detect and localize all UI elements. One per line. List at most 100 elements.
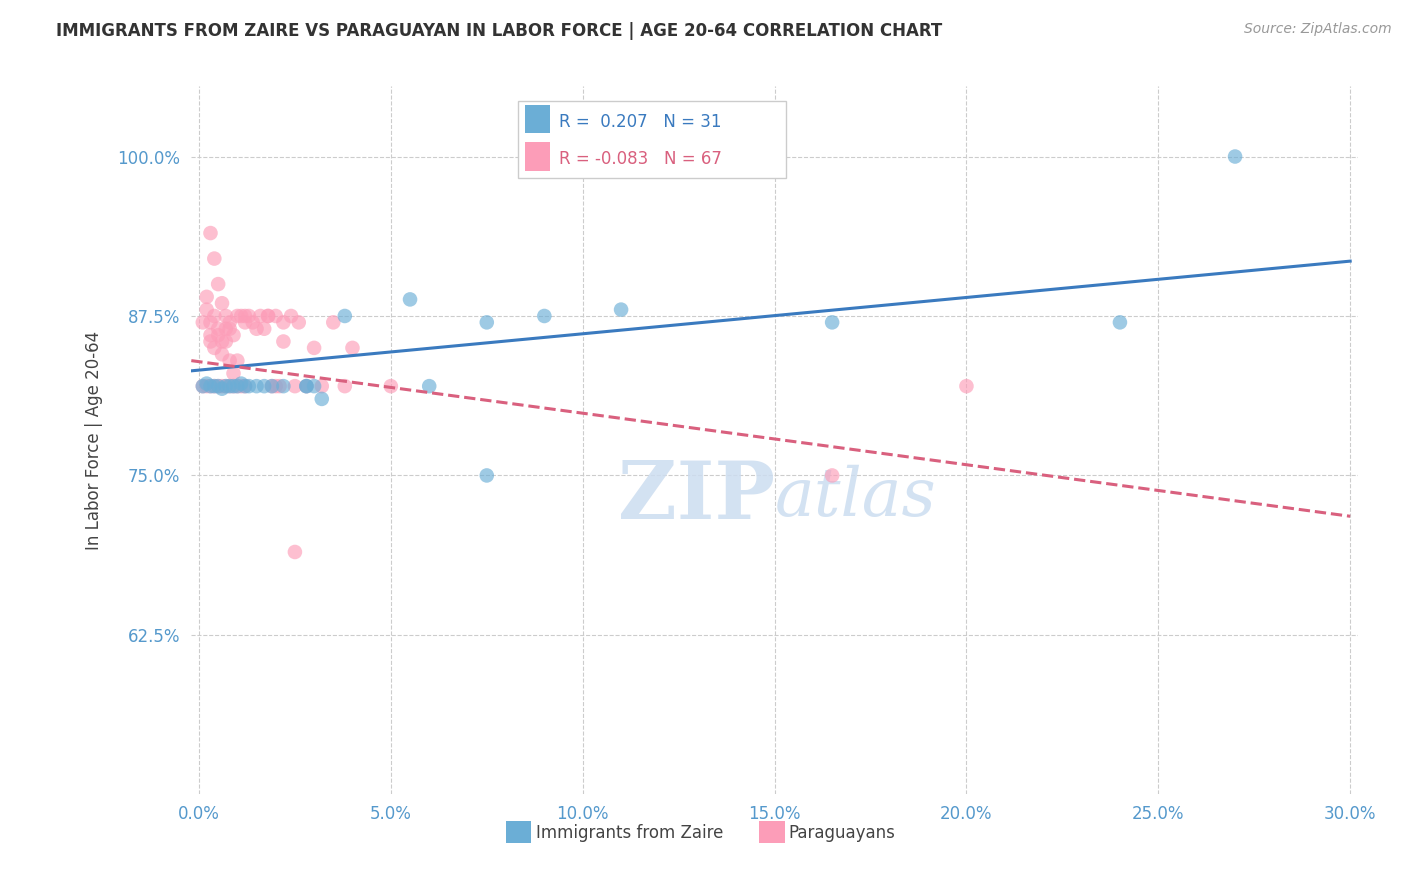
Point [191,315,214,329]
Point [218,379,240,393]
Point [211,296,233,310]
Point [211,347,233,361]
Point [191,379,214,393]
Point [207,277,229,291]
Point [260,379,283,393]
Point [211,382,233,396]
Point [311,392,333,406]
Point [233,379,256,393]
Point [218,353,240,368]
Point [207,379,229,393]
Point [200,379,222,393]
Point [238,379,260,393]
Point [955,379,977,393]
Point [249,309,271,323]
Point [475,315,498,329]
Point [284,545,307,559]
Point [222,379,245,393]
Text: R = -0.083   N = 67: R = -0.083 N = 67 [558,150,721,168]
Point [233,379,256,393]
Point [399,293,422,307]
Point [207,379,229,393]
Point [418,379,440,393]
Point [202,252,225,266]
Point [295,379,318,393]
Point [610,302,633,317]
Point [295,379,318,393]
Point [238,309,260,323]
Point [195,302,218,317]
Point [200,315,222,329]
Point [231,309,253,323]
Point [342,341,364,355]
Point [200,334,222,349]
Point [302,341,325,355]
Point [191,379,214,393]
Text: R =  0.207   N = 31: R = 0.207 N = 31 [558,113,721,131]
Point [215,334,238,349]
Point [311,379,333,393]
Point [202,341,225,355]
Point [264,379,287,393]
Point [200,226,222,240]
Text: atlas: atlas [775,465,936,530]
Point [269,379,291,393]
Point [218,379,240,393]
Point [222,379,245,393]
Text: Immigrants from Zaire: Immigrants from Zaire [536,823,723,842]
Point [215,322,238,336]
Point [533,309,555,323]
Point [233,315,256,329]
Point [273,334,295,349]
Point [200,379,222,393]
Point [233,309,256,323]
Point [380,379,402,393]
Point [218,315,240,329]
Point [226,379,249,393]
Point [821,468,844,483]
Point [242,315,264,329]
Point [475,468,498,483]
Point [245,322,267,336]
Point [295,379,318,393]
Point [333,379,356,393]
Point [1223,149,1246,163]
Text: Paraguayans: Paraguayans [789,823,896,842]
Point [287,315,309,329]
Text: Source: ZipAtlas.com: Source: ZipAtlas.com [1244,22,1392,37]
Point [322,315,344,329]
Point [211,334,233,349]
Point [226,309,249,323]
Point [253,322,276,336]
Point [245,379,267,393]
Point [226,379,249,393]
Point [222,328,245,343]
Point [202,309,225,323]
Point [226,353,249,368]
Point [257,309,280,323]
Point [273,315,295,329]
Point [195,376,218,391]
Point [280,309,302,323]
Point [202,379,225,393]
Point [231,376,253,391]
Point [821,315,844,329]
Point [202,379,225,393]
Point [207,322,229,336]
Point [215,379,238,393]
Point [260,379,283,393]
Point [231,379,253,393]
Point [302,379,325,393]
Point [222,367,245,381]
Point [1109,315,1132,329]
Point [273,379,295,393]
Point [195,379,218,393]
Text: IMMIGRANTS FROM ZAIRE VS PARAGUAYAN IN LABOR FORCE | AGE 20-64 CORRELATION CHART: IMMIGRANTS FROM ZAIRE VS PARAGUAYAN IN L… [56,22,942,40]
Point [257,309,280,323]
Point [284,379,307,393]
Point [333,309,356,323]
Point [195,290,218,304]
Point [215,379,238,393]
Point [218,322,240,336]
Point [200,328,222,343]
